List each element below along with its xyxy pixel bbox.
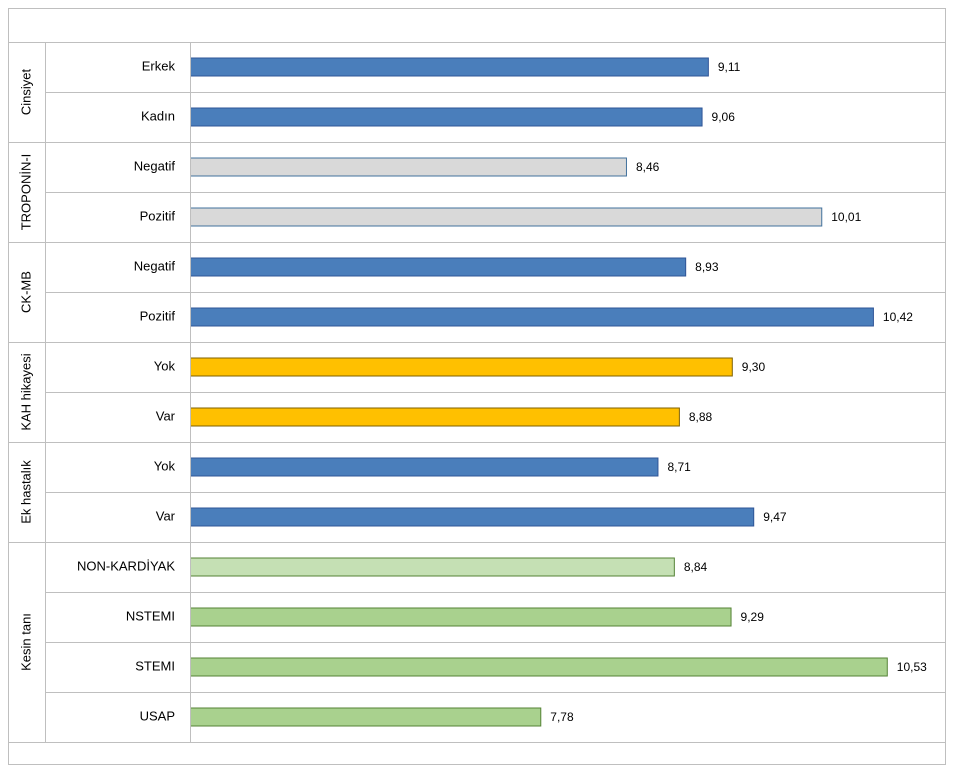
bar <box>190 657 888 677</box>
value-label: 8,93 <box>695 260 719 274</box>
bar <box>190 407 680 427</box>
frame <box>8 8 946 765</box>
value-label: 9,29 <box>741 610 765 624</box>
bar <box>190 207 823 227</box>
value-label: 10,53 <box>897 660 927 674</box>
group-label: CK-MB <box>18 271 33 313</box>
category-label: Pozitif <box>140 208 176 223</box>
category-label: NON-KARDİYAK <box>77 558 175 573</box>
group-label: KAH hikayesi <box>18 353 33 430</box>
bar <box>190 507 755 527</box>
category-label: Erkek <box>142 58 176 73</box>
bar <box>190 607 732 627</box>
value-label: 9,11 <box>718 60 741 74</box>
category-label: Yok <box>154 358 176 373</box>
value-label: 8,71 <box>667 460 691 474</box>
value-label: 9,06 <box>712 110 736 124</box>
group-label: Kesin tanı <box>18 613 33 671</box>
category-label: USAP <box>140 708 175 723</box>
category-label: Negatif <box>134 258 176 273</box>
value-label: 7,78 <box>550 710 574 724</box>
category-label: STEMI <box>135 658 175 673</box>
category-label: Var <box>156 408 176 423</box>
value-label: 8,84 <box>684 560 708 574</box>
value-label: 9,30 <box>742 360 766 374</box>
bar <box>190 457 659 477</box>
bar <box>190 157 627 177</box>
value-label: 10,42 <box>883 310 913 324</box>
value-label: 10,01 <box>831 210 861 224</box>
category-label: Pozitif <box>140 308 176 323</box>
category-label: Negatif <box>134 158 176 173</box>
value-label: 9,47 <box>763 510 787 524</box>
bar <box>190 357 733 377</box>
category-label: NSTEMI <box>126 608 175 623</box>
bar <box>190 307 874 327</box>
bar <box>190 557 675 577</box>
category-label: Yok <box>154 458 176 473</box>
category-label: Var <box>156 508 176 523</box>
group-label: TROPONİN-I <box>18 154 33 231</box>
bar <box>190 707 542 727</box>
bar <box>190 57 709 77</box>
group-label: Cinsiyet <box>18 69 33 116</box>
category-label: Kadın <box>141 108 175 123</box>
value-label: 8,88 <box>689 410 713 424</box>
group-label: Ek hastalık <box>18 460 33 524</box>
bar <box>190 107 703 127</box>
value-label: 8,46 <box>636 160 660 174</box>
bar <box>190 257 687 277</box>
